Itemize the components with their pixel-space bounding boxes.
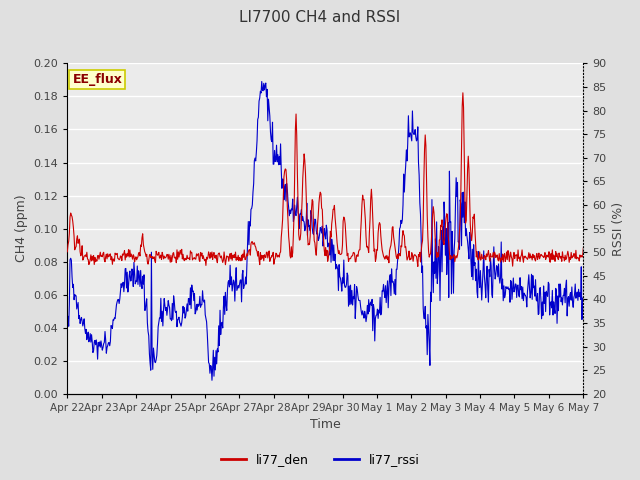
Text: LI7700 CH4 and RSSI: LI7700 CH4 and RSSI xyxy=(239,10,401,24)
Text: EE_flux: EE_flux xyxy=(72,73,122,86)
X-axis label: Time: Time xyxy=(310,419,340,432)
Y-axis label: RSSI (%): RSSI (%) xyxy=(612,202,625,256)
Legend: li77_den, li77_rssi: li77_den, li77_rssi xyxy=(216,448,424,471)
Y-axis label: CH4 (ppm): CH4 (ppm) xyxy=(15,195,28,263)
